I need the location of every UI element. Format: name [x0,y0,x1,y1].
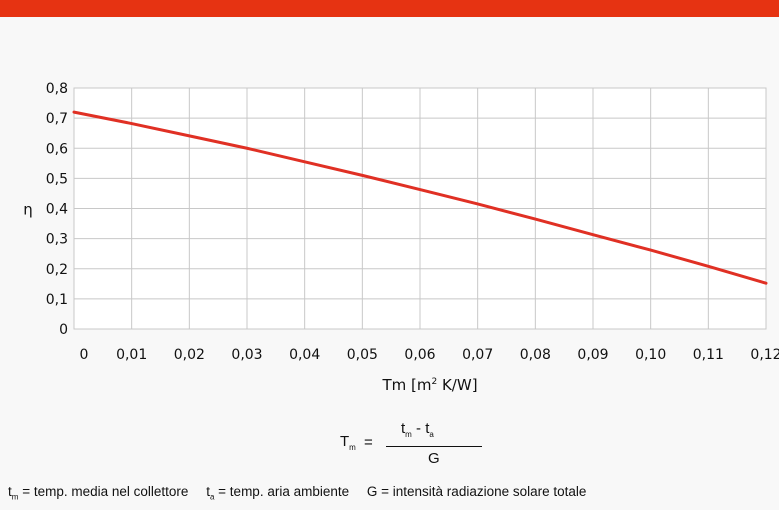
legend-tm: tm = temp. media nel collettore [8,484,189,502]
x-tick-label: 0,01 [116,347,147,363]
y-tick-label: 0,2 [46,262,68,278]
x-tick-label: 0,08 [520,347,551,363]
x-tick-label: 0 [80,347,89,363]
x-tick-labels: 0 0,01 0,02 0,03 0,04 0,05 0,06 0,07 0,08 0,09 0,1… [80,347,779,363]
series-layer [72,110,768,285]
y-tick-label: 0,5 [46,171,68,187]
plot-frame [73,87,767,330]
efficiency-chart: 00,10,20,30,40,50,60,70,8 0 0,01 0,02 0,03 0… [23,81,779,394]
x-axis-title: Tm [m2 K/W] [381,376,477,394]
x-tick-label: 0,02 [174,347,205,363]
x-tick-label: 0,07 [462,347,493,363]
y-tick-labels: 0 0,1 0,2 0,3 0,4 0,5 0,6 0,7 0,8 [46,81,68,338]
legend-g: G = intensità radiazione solare totale [366,484,587,499]
header-bar [0,0,779,17]
y-tick-label: 0,8 [46,81,68,97]
x-tick-label: 0,10 [635,347,666,363]
x-tick-label: 0,05 [347,347,378,363]
variables-legend: tm = temp. media nel collettore ta = tem… [8,484,778,502]
x-tick-label: 0,11 [693,347,724,363]
fraction-line [386,446,482,447]
x-tick-label: 0,04 [289,347,320,363]
y-tick-label: 0,1 [46,292,68,308]
y-tick-label: 0 [59,322,68,338]
y-tick-label: 0,7 [46,111,68,127]
formula-denominator: G [428,450,440,467]
legend-ta: ta = temp. aria ambiente [206,484,350,502]
efficiency-curve [72,110,768,285]
x-tick-label: 0,06 [404,347,435,363]
tm-formula: Tm = tm - ta G [340,420,490,470]
y-tick-label: 0,4 [46,202,68,218]
grid-lines [73,87,767,330]
x-tick-label: 0,12 [750,347,779,363]
y-tick-label: 0,6 [46,141,68,157]
x-tick-label: 0,09 [577,347,608,363]
formula-numerator: tm - ta [401,420,434,439]
formula-equals: = [364,434,373,451]
x-tick-label: 0,03 [231,347,262,363]
formula-lhs: Tm [340,433,356,452]
y-axis-title: η [23,201,33,219]
y-tick-label: 0,3 [46,232,68,248]
